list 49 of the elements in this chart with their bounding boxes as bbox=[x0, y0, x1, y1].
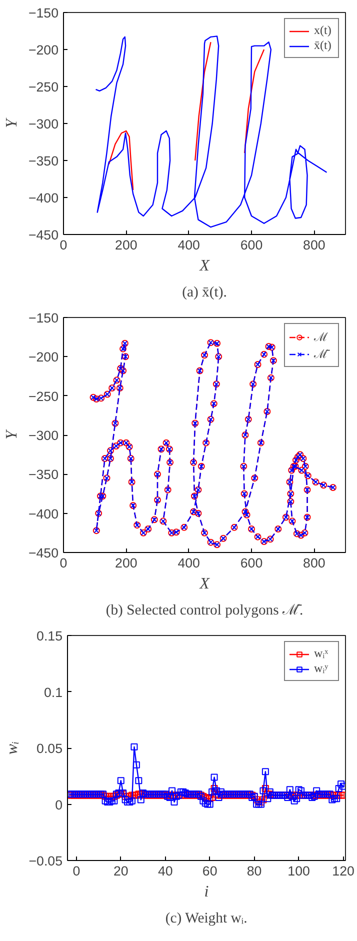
legend-label: ℳ̄ bbox=[314, 346, 331, 362]
legend-label: x̄(t) bbox=[314, 38, 332, 53]
x-tick-label: 0 bbox=[72, 864, 80, 878]
y-tick-label: −350 bbox=[28, 154, 59, 168]
y-tick-label: −200 bbox=[28, 350, 59, 365]
y-axis-title: Y bbox=[3, 428, 20, 440]
text: (a) x̄(t). bbox=[182, 284, 227, 300]
legend-label: wᵢʸ bbox=[314, 661, 330, 676]
x-tick-label: 800 bbox=[303, 556, 326, 570]
y-axis-title: wᵢ bbox=[4, 741, 21, 755]
x-tick-label: 80 bbox=[246, 864, 262, 878]
x-tick-label: 200 bbox=[115, 238, 138, 252]
x-axis-title: X bbox=[198, 258, 211, 274]
x-axis-title: X bbox=[198, 576, 211, 592]
x-tick-label: 40 bbox=[158, 864, 173, 878]
y-tick-label: −300 bbox=[28, 428, 59, 443]
y-tick-label: −450 bbox=[28, 546, 59, 560]
y-tick-label: 0.1 bbox=[44, 684, 63, 700]
x-tick-label: 60 bbox=[202, 864, 218, 878]
y-tick-label: −250 bbox=[28, 388, 59, 404]
y-tick-label: −0.05 bbox=[28, 854, 63, 868]
x-tick-label: 200 bbox=[115, 556, 138, 570]
x-tick-label: 600 bbox=[240, 238, 263, 252]
y-tick-label: −400 bbox=[28, 506, 59, 522]
y-axis-title: Y bbox=[3, 116, 20, 128]
x-tick-label: 100 bbox=[288, 864, 310, 878]
y-tick-label: −150 bbox=[28, 6, 59, 20]
legend-label: x(t) bbox=[314, 23, 332, 38]
legend-label: wᵢˣ bbox=[314, 646, 330, 661]
x-tick-label: 20 bbox=[113, 864, 128, 878]
y-tick-label: −200 bbox=[28, 42, 59, 58]
y-tick-label: −300 bbox=[28, 116, 59, 132]
y-tick-label: −150 bbox=[28, 310, 59, 326]
x-tick-label: 400 bbox=[178, 556, 200, 570]
y-tick-label: −400 bbox=[28, 190, 59, 206]
x-tick-label: 400 bbox=[178, 238, 200, 252]
y-tick-label: −250 bbox=[28, 80, 59, 94]
text: (b) Selected control polygons ℳ̄. bbox=[106, 602, 304, 618]
y-tick-label: −450 bbox=[28, 228, 59, 242]
legend-label: ℳ bbox=[314, 329, 329, 345]
y-tick-label: −350 bbox=[28, 467, 59, 482]
x-tick-label: 120 bbox=[332, 864, 354, 878]
y-tick-label: 0.15 bbox=[36, 628, 63, 644]
x-tick-label: 800 bbox=[303, 238, 326, 252]
x-tick-label: 600 bbox=[240, 556, 263, 570]
text: (c) Weight wᵢ. bbox=[165, 910, 248, 926]
y-tick-label: 0 bbox=[55, 797, 63, 812]
y-tick-label: 0.05 bbox=[36, 741, 63, 756]
x-axis-title: i bbox=[204, 884, 209, 900]
